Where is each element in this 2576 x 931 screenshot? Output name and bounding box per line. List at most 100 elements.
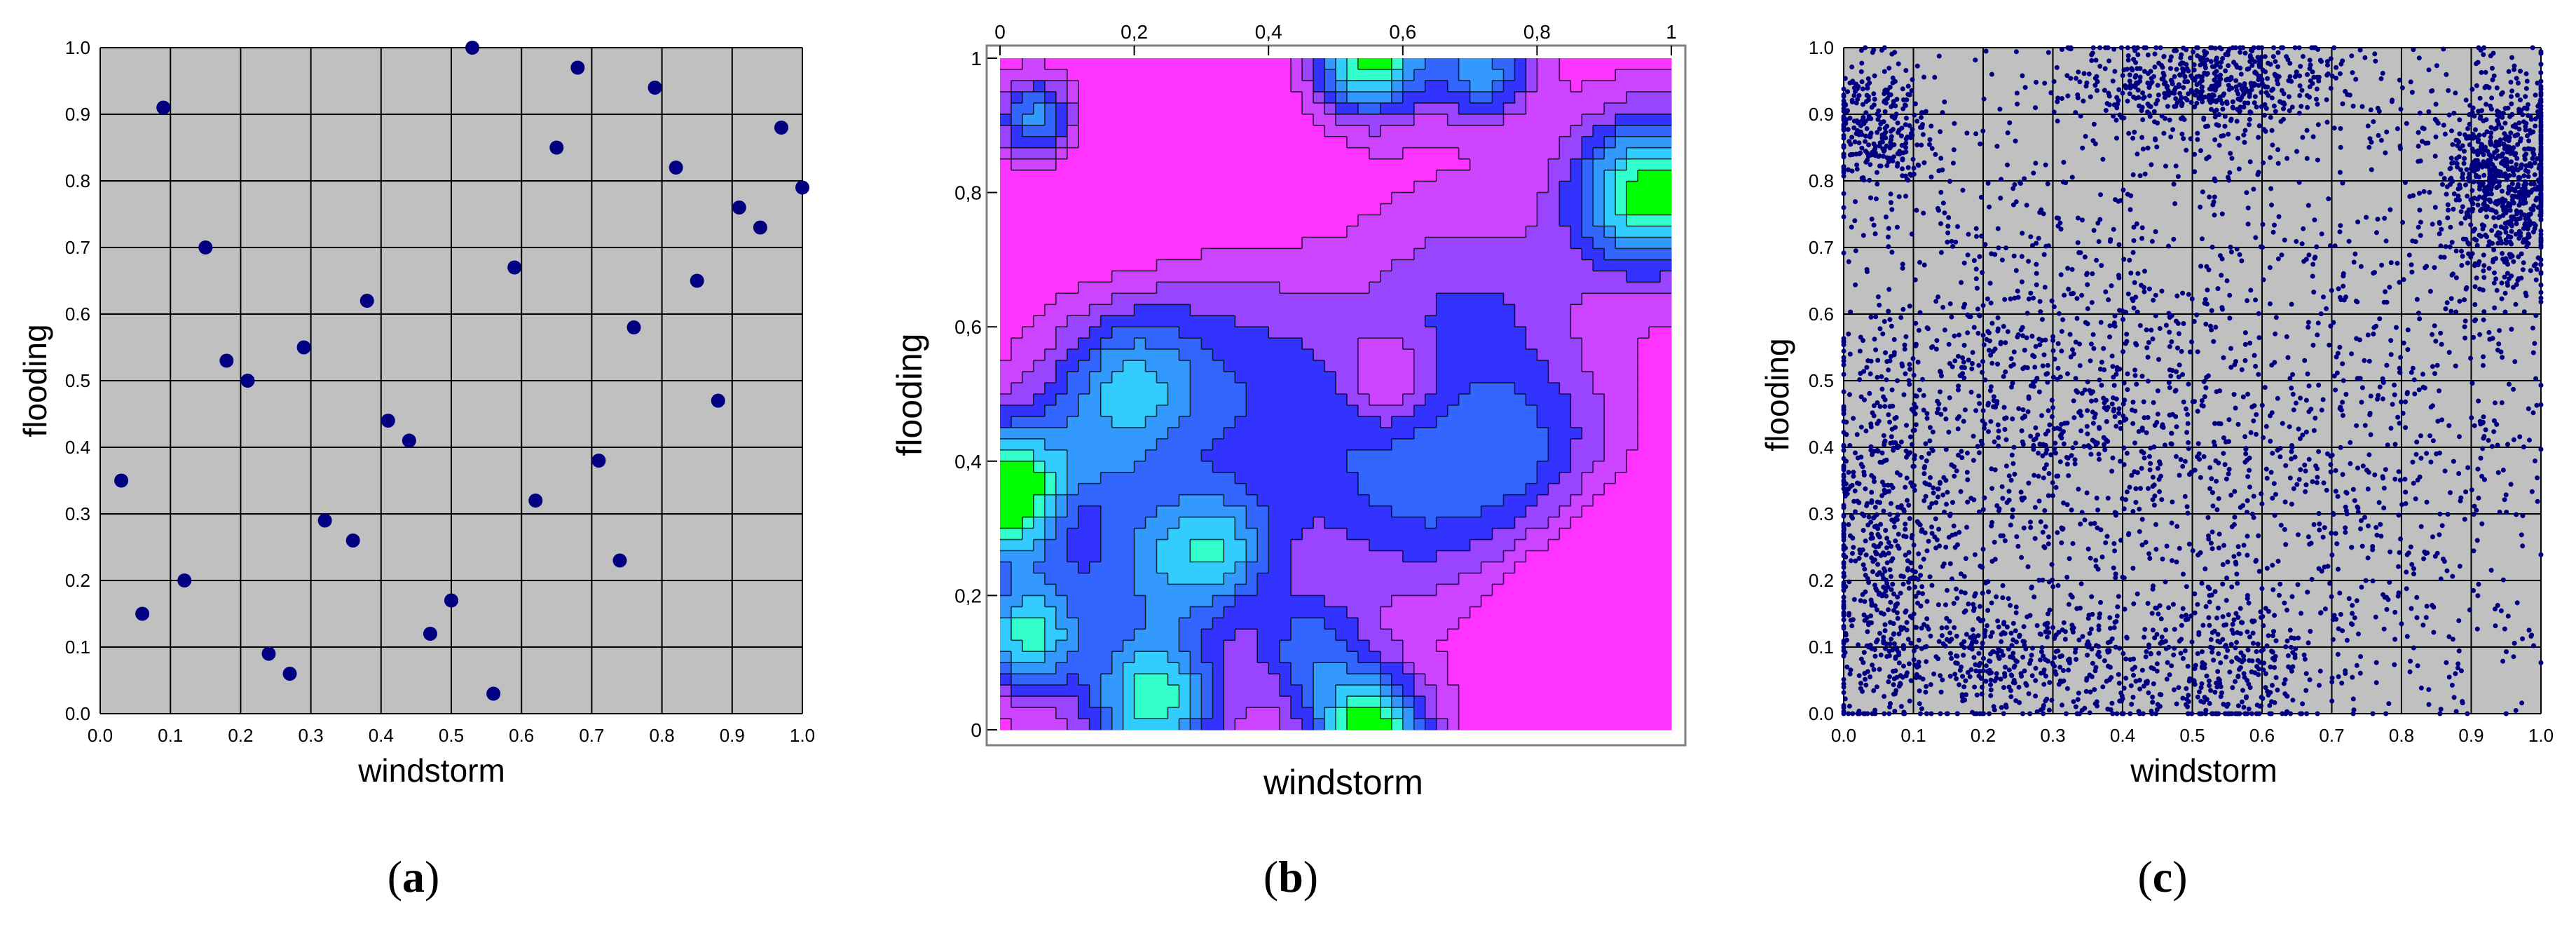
data-points [1841,45,2544,716]
data-point [570,60,585,75]
data-point [486,686,501,701]
panel-a-grid [100,47,803,714]
y-tick-label: 0,8 [954,182,982,204]
x-tick-label: 0 [994,21,1006,43]
data-point [402,433,416,448]
x-tick-label: 0.8 [650,725,675,746]
caption-c-letter: c [2153,852,2172,902]
panel-c-y-tick-labels: 0.0 0.1 0.2 0.3 0.4 0.5 0.6 0.7 0.8 0.9 1.0 [1809,37,1834,724]
x-tick-label: 1.0 [2528,725,2554,746]
panel-b-y-tick-labels: 0 0,2 0,4 0,6 0,8 1 [954,48,982,741]
y-tick-label: 1.0 [65,37,90,58]
data-point [317,513,332,528]
x-tick-label: 0,6 [1389,21,1416,43]
x-tick-label: 0.6 [2249,725,2275,746]
panel-a-x-axis-label: windstorm [357,752,505,789]
y-tick-label: 0.9 [1809,104,1834,125]
y-tick-label: 1 [971,48,982,69]
data-point [711,393,725,408]
panel-c-x-tick-labels: 0.0 0.1 0.2 0.3 0.4 0.5 0.6 0.7 0.8 0.9 1.0 [1831,725,2554,746]
data-point [381,414,395,428]
x-tick-label: 0.3 [299,725,324,746]
data-point [528,494,543,508]
y-tick-label: 0.6 [65,304,90,325]
data-point [261,646,276,661]
x-tick-label: 0.9 [720,725,745,746]
data-point [753,220,767,235]
y-tick-label: 1.0 [1809,37,1834,58]
x-tick-label: 0.1 [158,725,183,746]
caption-b-letter: b [1278,852,1303,902]
panel-b-y-axis-label: flooding [890,333,929,456]
data-point [669,161,683,175]
data-point [156,100,171,115]
y-tick-label: 0,6 [954,316,982,338]
data-point [219,353,234,368]
caption-c: (c) [2137,852,2187,902]
contour-line [1000,58,1671,730]
x-tick-label: 0.8 [2389,725,2414,746]
x-tick-label: 0.4 [2110,725,2135,746]
y-tick-label: 0,4 [954,451,982,473]
contour-band [1000,58,1672,730]
data-point [423,627,437,641]
y-tick-label: 0.5 [1809,370,1834,391]
panel-a: 0.0 0.1 0.2 0.3 0.4 0.5 0.6 0.7 0.8 0.9 1.0 0.0 0.1… [17,37,815,789]
x-tick-label: 0.3 [2040,725,2065,746]
caption-a: (a) [388,852,440,902]
panel-b-contour-lines [1000,58,1671,730]
panel-b-x-axis-label: windstorm [1263,763,1423,802]
panel-a-points [114,41,809,701]
y-tick-label: 0.8 [65,170,90,191]
x-tick-label: 0.2 [228,725,253,746]
panel-b-x-tick-labels: 0 0,2 0,4 0,6 0,8 1 [994,21,1677,43]
y-tick-label: 0.4 [65,437,90,458]
x-tick-label: 1 [1666,21,1677,43]
data-point [648,81,662,95]
panel-c-points [1841,45,2544,716]
x-tick-label: 0.4 [369,725,394,746]
data-point [626,320,641,334]
y-tick-label: 0.5 [65,370,90,391]
data-point [774,121,788,135]
x-tick-label: 1.0 [790,725,815,746]
panel-a-x-tick-labels: 0.0 0.1 0.2 0.3 0.4 0.5 0.6 0.7 0.8 0.9 1.0 [88,725,815,746]
data-point [507,260,522,275]
y-tick-label: 0.8 [1809,170,1834,191]
data-point [114,473,129,488]
x-tick-label: 0.2 [1971,725,1996,746]
x-tick-label: 0,2 [1121,21,1148,43]
x-tick-label: 0.0 [88,725,113,746]
contour-band [1000,58,1672,730]
data-point [732,201,746,215]
x-tick-label: 0.7 [579,725,604,746]
x-tick-label: 0.7 [2319,725,2344,746]
y-tick-label: 0.7 [65,237,90,258]
x-tick-label: 0.0 [1831,725,1856,746]
data-point [177,573,192,587]
y-tick-label: 0.0 [1809,703,1834,724]
data-point [690,273,704,288]
y-tick-label: 0.3 [1809,503,1834,524]
data-point [795,180,809,195]
y-tick-label: 0.7 [1809,237,1834,258]
y-tick-label: 0.2 [1809,570,1834,591]
panel-c-y-axis-label: flooding [1759,338,1795,451]
data-point [296,340,311,355]
panel-b-ticks [987,46,1672,730]
data-point [240,374,255,388]
data-point [591,454,606,468]
data-point [135,606,150,621]
y-tick-label: 0.0 [65,703,90,724]
x-tick-label: 0.1 [1900,725,1926,746]
panel-a-y-axis-label: flooding [17,324,53,437]
data-point [612,553,627,568]
panel-a-y-tick-labels: 0.0 0.1 0.2 0.3 0.4 0.5 0.6 0.7 0.8 0.9 1.0 [65,37,90,724]
panel-c-x-axis-label: windstorm [2130,752,2277,789]
x-tick-label: 0.9 [2458,725,2483,746]
y-tick-label: 0.2 [65,570,90,591]
data-point [198,240,213,254]
x-tick-label: 0.5 [439,725,464,746]
data-point [282,667,297,681]
